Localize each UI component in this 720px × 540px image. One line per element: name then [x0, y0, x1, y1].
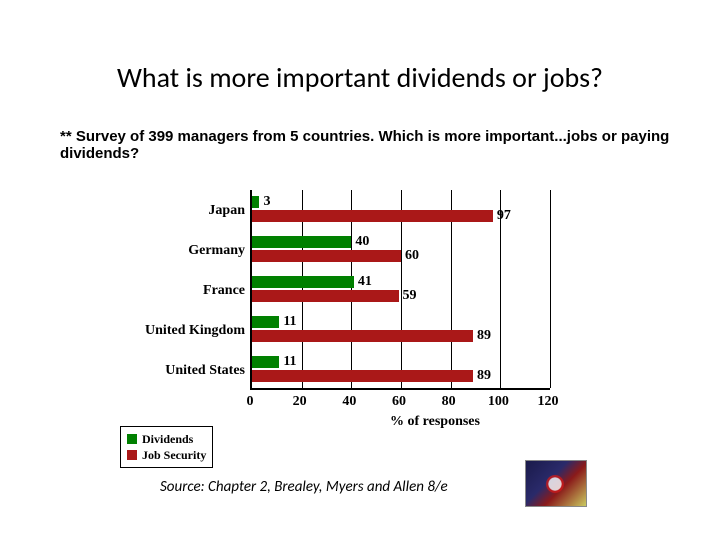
x-axis-tick-label: 120: [538, 394, 559, 410]
slide-subtitle: ** Survey of 399 managers from 5 countri…: [60, 128, 670, 162]
bar-value-label: 59: [403, 290, 417, 302]
x-axis-tick-label: 40: [342, 394, 356, 410]
bar-value-label: 11: [283, 316, 296, 328]
flag-collage-image: [525, 460, 587, 507]
x-axis-tick-label: 60: [392, 394, 406, 410]
legend-swatch-jobsecurity: [127, 450, 137, 460]
legend-item: Job Security: [127, 447, 206, 463]
bar-jobsecurity: [252, 250, 401, 262]
y-axis-category-label: France: [95, 284, 245, 298]
x-axis-title: % of responses: [390, 414, 480, 430]
y-axis-category-label: Japan: [95, 204, 245, 218]
legend: Dividends Job Security: [120, 426, 213, 468]
x-axis-tick-label: 0: [247, 394, 254, 410]
y-axis-category-label: United Kingdom: [95, 324, 245, 338]
x-axis-tick-label: 100: [488, 394, 509, 410]
bar-dividends: [252, 316, 279, 328]
bar-value-label: 89: [477, 330, 491, 342]
legend-swatch-dividends: [127, 434, 137, 444]
bar-value-label: 97: [497, 210, 511, 222]
plot-area: 3 97 40 60 41 59 11 89 11 89: [250, 190, 550, 390]
legend-item: Dividends: [127, 431, 206, 447]
chart: 3974060415911891189 Dividends Job Securi…: [120, 190, 590, 450]
bar-value-label: 60: [405, 250, 419, 262]
bar-jobsecurity: [252, 370, 473, 382]
slide: What is more important dividends or jobs…: [0, 0, 720, 540]
bar-dividends: [252, 196, 259, 208]
bar-value-label: 11: [283, 356, 296, 368]
legend-label: Dividends: [142, 431, 193, 447]
y-axis-category-label: Germany: [95, 244, 245, 258]
bar-jobsecurity: [252, 330, 473, 342]
source-citation: Source: Chapter 2, Brealey, Myers and Al…: [160, 478, 448, 496]
bar-dividends: [252, 236, 351, 248]
bar-value-label: 3: [263, 196, 270, 208]
slide-title: What is more important dividends or jobs…: [0, 60, 720, 95]
bar-jobsecurity: [252, 210, 493, 222]
x-axis-tick-label: 20: [293, 394, 307, 410]
y-axis-category-label: United States: [95, 364, 245, 378]
bar-value-label: 89: [477, 370, 491, 382]
x-axis-tick-label: 80: [442, 394, 456, 410]
bar-dividends: [252, 356, 279, 368]
bar-dividends: [252, 276, 354, 288]
bar-value-label: 41: [358, 276, 372, 288]
gridline: [550, 190, 551, 388]
bar-value-label: 40: [355, 236, 369, 248]
legend-label: Job Security: [142, 447, 206, 463]
bar-jobsecurity: [252, 290, 399, 302]
